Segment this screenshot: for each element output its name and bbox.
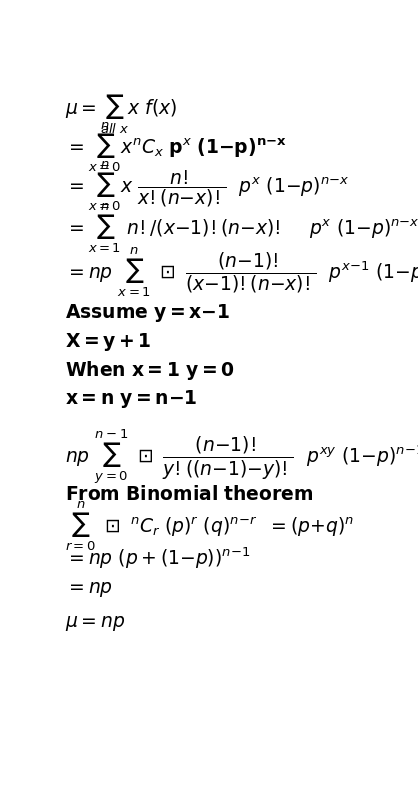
Text: $= \sum_{x=1}^{n}\ n!/(x{-}1)!(n{-}x)!\ \ \ \ p^x\ (1{-}p)^{n{-}x}$: $= \sum_{x=1}^{n}\ n!/(x{-}1)!(n{-}x)!\ … [65, 202, 418, 255]
Text: $\mathbf{x = n\ y = n{-}1}$: $\mathbf{x = n\ y = n{-}1}$ [65, 389, 198, 411]
Text: $\sum_{r=0}^{n}\ \boxdot\ {}^nC_r\ (p)^r\ (q)^{n{-}r}\ \ = (p{+}q)^n$: $\sum_{r=0}^{n}\ \boxdot\ {}^nC_r\ (p)^r… [65, 499, 354, 553]
Text: $np\ \sum_{y=0}^{n-1}\ \boxdot\ \dfrac{(n{-}1)!}{y!((n{-}1){-}y)!}\ \ p^{xy}\ (1: $np\ \sum_{y=0}^{n-1}\ \boxdot\ \dfrac{(… [65, 428, 418, 486]
Text: $\mathbf{From\ Binomial\ theorem}$: $\mathbf{From\ Binomial\ theorem}$ [65, 485, 314, 504]
Text: $\mathbf{Assume\ y = x{-}1}$: $\mathbf{Assume\ y = x{-}1}$ [65, 302, 230, 324]
Text: $\mu = \sum_{all\ x} x\ f(x)$: $\mu = \sum_{all\ x} x\ f(x)$ [65, 93, 178, 136]
Text: $= np\ \sum_{x=1}^{n}\ \boxdot\ \dfrac{(n{-}1)!}{(x{-}1)!(n{-}x)!}\ \ p^{x{-}1}\: $= np\ \sum_{x=1}^{n}\ \boxdot\ \dfrac{(… [65, 246, 418, 299]
Text: $= \sum_{x=0}^{n} x^nC_x\ \mathbf{p}^x\ \mathbf{(1{-}p)^{n{-}x}}$: $= \sum_{x=0}^{n} x^nC_x\ \mathbf{p}^x\ … [65, 120, 287, 173]
Text: $= np\ (p + (1{-}p))^{n{-}1}$: $= np\ (p + (1{-}p))^{n{-}1}$ [65, 546, 250, 571]
Text: $= np$: $= np$ [65, 580, 113, 600]
Text: $= \sum_{x=0}^{n} x\ \dfrac{n!}{x!(n{-}x)!}\ \ p^x\ (1{-}p)^{n{-}x}$: $= \sum_{x=0}^{n} x\ \dfrac{n!}{x!(n{-}x… [65, 159, 350, 213]
Text: $\mu = np$: $\mu = np$ [65, 614, 125, 633]
Text: $\mathbf{X = y + 1}$: $\mathbf{X = y + 1}$ [65, 331, 152, 353]
Text: $\mathbf{When\ x = 1\ y = 0}$: $\mathbf{When\ x = 1\ y = 0}$ [65, 359, 235, 382]
